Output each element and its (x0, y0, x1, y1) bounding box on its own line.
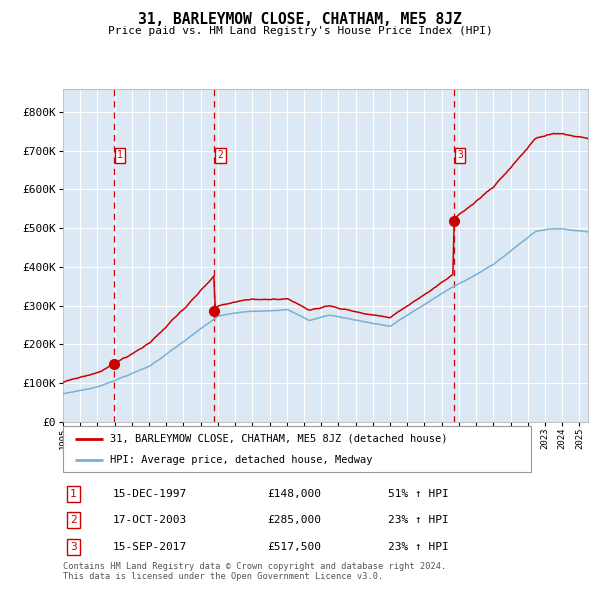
Text: 23% ↑ HPI: 23% ↑ HPI (389, 542, 449, 552)
Text: 15-DEC-1997: 15-DEC-1997 (113, 489, 187, 499)
Text: 31, BARLEYMOW CLOSE, CHATHAM, ME5 8JZ: 31, BARLEYMOW CLOSE, CHATHAM, ME5 8JZ (138, 12, 462, 27)
Text: £148,000: £148,000 (268, 489, 322, 499)
Text: 1: 1 (70, 489, 77, 499)
Text: HPI: Average price, detached house, Medway: HPI: Average price, detached house, Medw… (110, 455, 372, 466)
Text: 31, BARLEYMOW CLOSE, CHATHAM, ME5 8JZ (detached house): 31, BARLEYMOW CLOSE, CHATHAM, ME5 8JZ (d… (110, 434, 448, 444)
Text: 17-OCT-2003: 17-OCT-2003 (113, 515, 187, 525)
Text: Price paid vs. HM Land Registry's House Price Index (HPI): Price paid vs. HM Land Registry's House … (107, 26, 493, 36)
Text: 2: 2 (217, 150, 223, 160)
Text: 3: 3 (457, 150, 463, 160)
Text: Contains HM Land Registry data © Crown copyright and database right 2024.
This d: Contains HM Land Registry data © Crown c… (63, 562, 446, 581)
Text: 2: 2 (70, 515, 77, 525)
FancyBboxPatch shape (63, 426, 531, 472)
Text: £285,000: £285,000 (268, 515, 322, 525)
Text: 51% ↑ HPI: 51% ↑ HPI (389, 489, 449, 499)
Text: 1: 1 (117, 150, 123, 160)
Text: £517,500: £517,500 (268, 542, 322, 552)
Text: 15-SEP-2017: 15-SEP-2017 (113, 542, 187, 552)
Text: 23% ↑ HPI: 23% ↑ HPI (389, 515, 449, 525)
Text: 3: 3 (70, 542, 77, 552)
